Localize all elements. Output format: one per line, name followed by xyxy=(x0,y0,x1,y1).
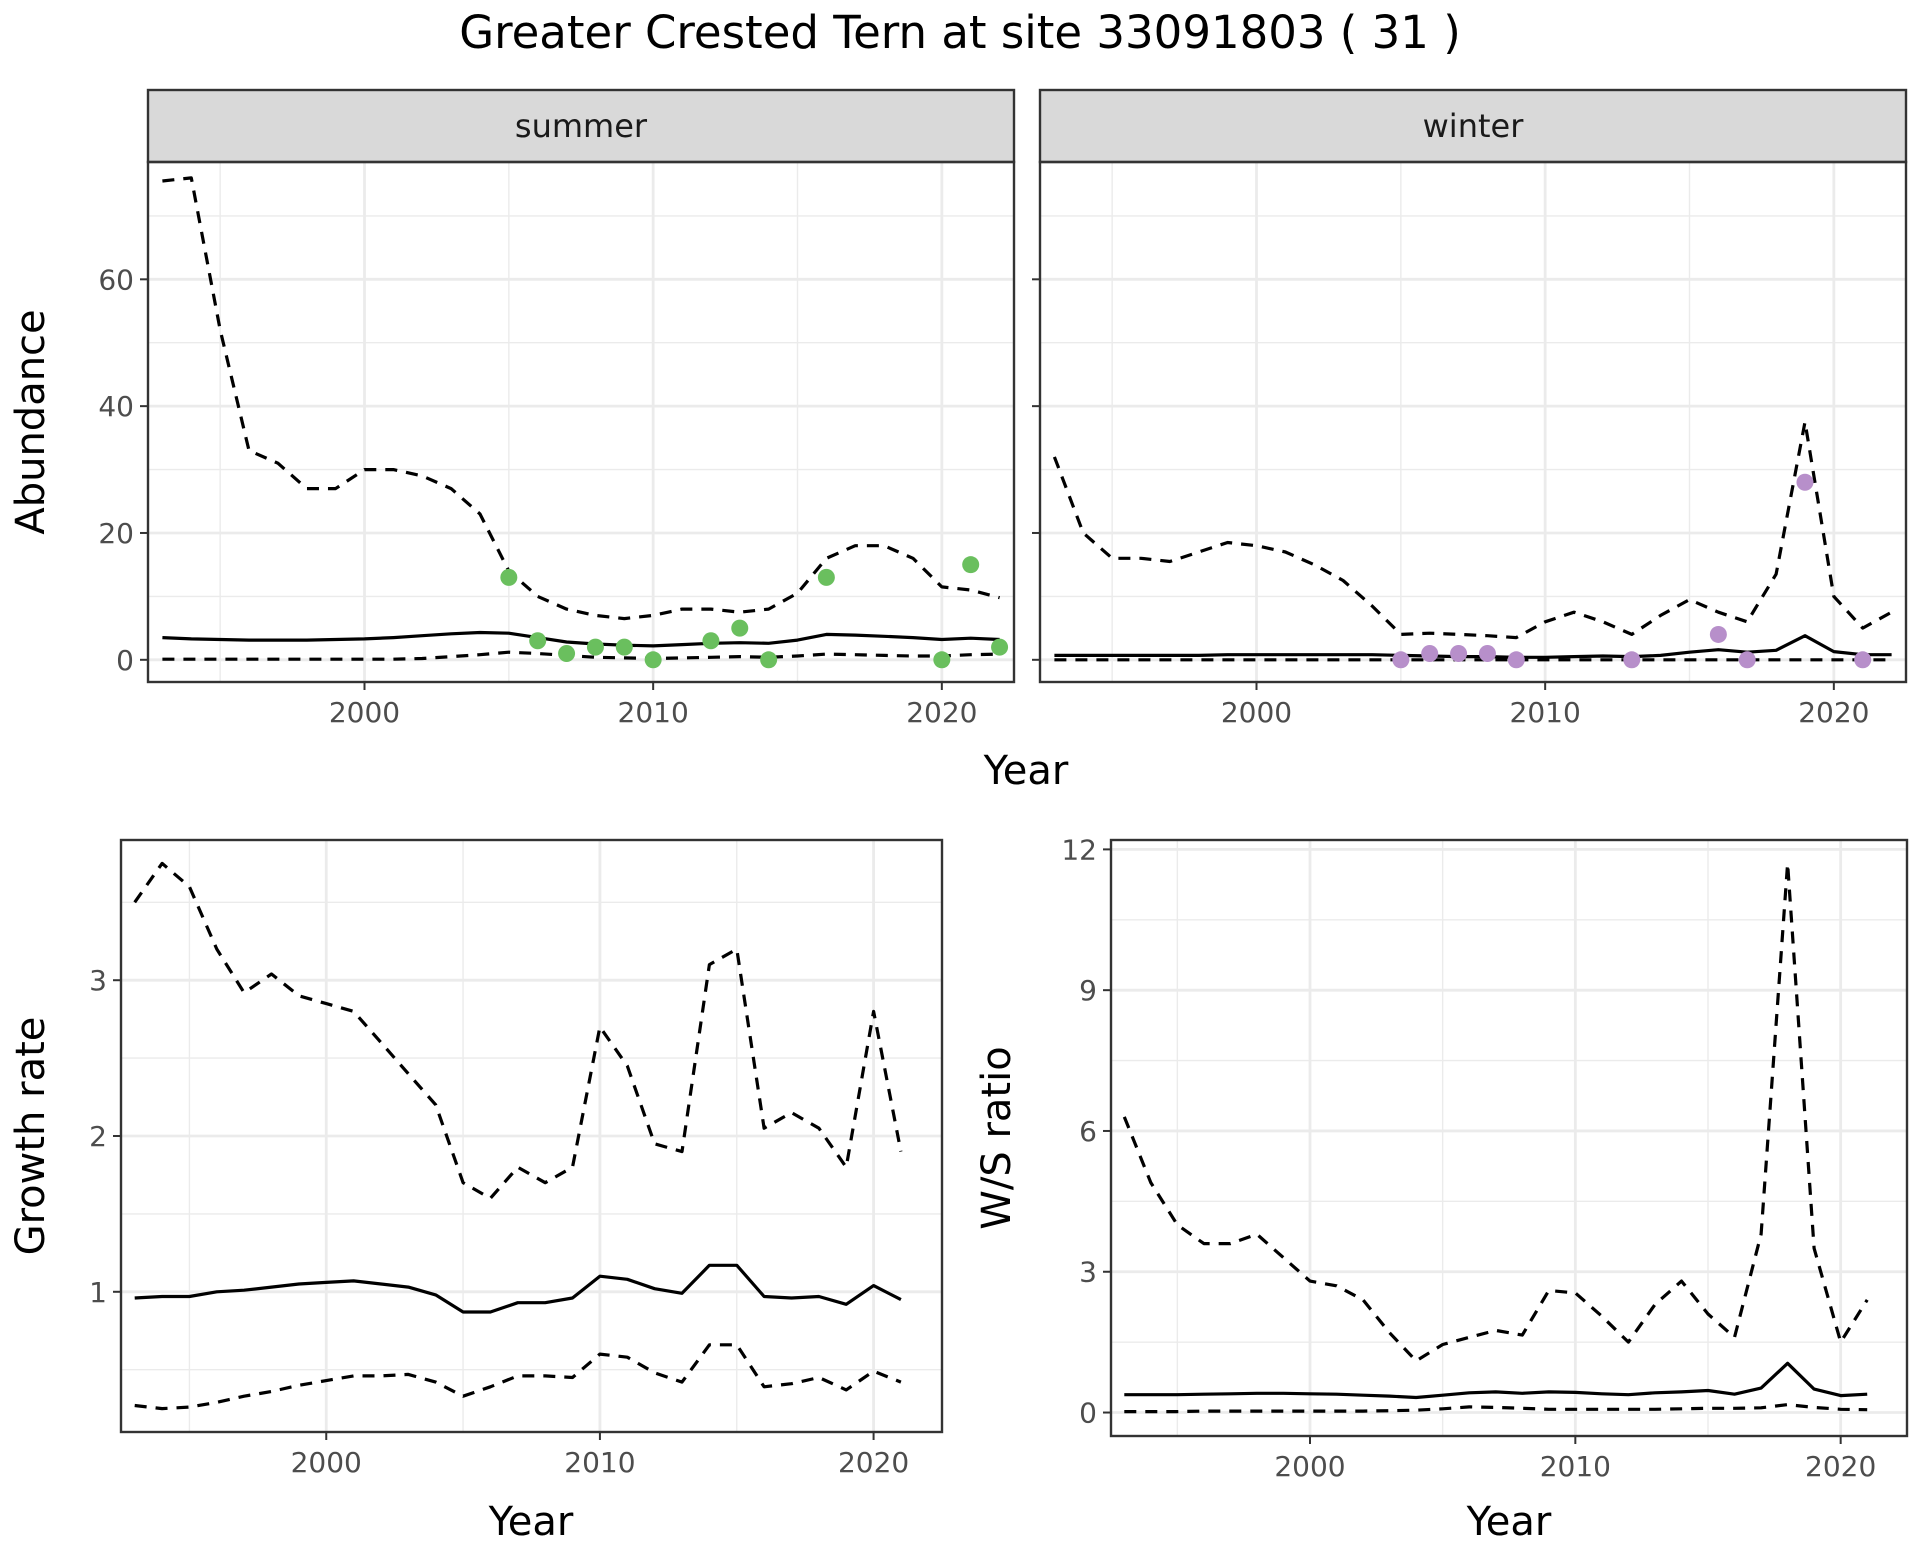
ws_ratio-panel: 2000 2010 2020 0 3 6 9 12 W/S ratio Year xyxy=(974,833,1909,1545)
ws_ratio-y-tick-label: 12 xyxy=(1061,833,1097,866)
abundance-summer-point xyxy=(586,638,604,656)
ws_ratio-y-tick-label: 6 xyxy=(1079,1115,1097,1148)
growth-x-axis-title: Year xyxy=(488,1499,574,1545)
abundance-winter-point xyxy=(1421,644,1439,662)
facet-strip-label: winter xyxy=(1423,107,1525,145)
ws_ratio-y-tick-label: 3 xyxy=(1079,1256,1097,1289)
growth-x-tick-label: 2000 xyxy=(291,1446,362,1479)
abundance-summer-point xyxy=(817,568,835,586)
abundance-summer-mean-line xyxy=(162,630,1000,648)
abundance-summer-point xyxy=(702,632,720,650)
abundance-summer-x-tick-label: 2010 xyxy=(618,696,689,729)
ws_ratio-y-tick-label: 9 xyxy=(1079,974,1097,1007)
ws_ratio-x-tick-label: 2020 xyxy=(1805,1450,1876,1483)
facet-strip-label: summer xyxy=(515,107,648,145)
abundance-winter-x-tick-label: 2010 xyxy=(1510,696,1581,729)
abundance-summer-point xyxy=(760,651,778,669)
abundance-summer-y-tick-label: 60 xyxy=(98,263,134,296)
facet-strip xyxy=(146,88,1016,164)
abundance-winter-point xyxy=(1709,625,1727,643)
ws_ratio-x-axis-title: Year xyxy=(1466,1499,1552,1545)
growth-lower-line xyxy=(134,1343,902,1411)
abundance-winter-point xyxy=(1478,644,1496,662)
abundance-summer-point xyxy=(500,568,518,586)
ws_ratio-panel-background xyxy=(1111,840,1907,1436)
ws_ratio-border xyxy=(1109,838,1909,1438)
abundance-summer-y-tick-label: 40 xyxy=(98,390,134,423)
abundance-summer-point xyxy=(731,619,749,637)
growth-y-tick-label: 1 xyxy=(89,1276,107,1309)
abundance-winter-point xyxy=(1623,651,1641,669)
growth-x-tick-label: 2020 xyxy=(838,1446,909,1479)
growth-x-tick-label: 2010 xyxy=(564,1446,635,1479)
abundance-winter-point xyxy=(1738,651,1756,669)
abundance-summer-x-tick-label: 2000 xyxy=(329,696,400,729)
ws_ratio-y-axis-title: W/S ratio xyxy=(974,1046,1020,1229)
abundance-summer-lower-line xyxy=(162,650,1000,661)
abundance-winter-point xyxy=(1796,473,1814,491)
abundance-winter-point xyxy=(1450,644,1468,662)
figure-title: Greater Crested Tern at site 33091803 ( … xyxy=(459,6,1461,59)
abundance-summer-point xyxy=(933,651,951,669)
abundance-summer-border xyxy=(146,160,1016,684)
abundance-summer-point xyxy=(615,638,633,656)
abundance-winter-point xyxy=(1507,651,1525,669)
growth-y-tick-label: 3 xyxy=(89,964,107,997)
abundance-summer-point xyxy=(558,644,576,662)
abundance-summer-point xyxy=(644,651,662,669)
abundance-summer-x-tick-label: 2020 xyxy=(906,696,977,729)
abundance-winter-x-tick-label: 2000 xyxy=(1221,696,1292,729)
abundance-winter-mean-line xyxy=(1054,634,1892,659)
abundance-winter-x-tick-label: 2020 xyxy=(1798,696,1869,729)
abundance-panel-winter: winter 2000 2010 2020 xyxy=(1032,88,1908,729)
growth-y-tick-label: 2 xyxy=(89,1120,107,1153)
abundance-panel-background xyxy=(148,162,1014,682)
growth-y-axis-title: Growth rate xyxy=(8,1017,54,1256)
abundance-winter-point xyxy=(1392,651,1410,669)
ws_ratio-lower-line xyxy=(1124,1403,1868,1414)
growth-mean-line xyxy=(134,1263,902,1314)
abundance-summer-y-tick-label: 20 xyxy=(98,517,134,550)
abundance-summer-point xyxy=(529,632,547,650)
abundance-summer-point xyxy=(962,556,980,574)
abundance-winter-upper-line xyxy=(1052,420,1893,640)
abundance-x-axis-title: Year xyxy=(983,748,1069,794)
facet-strip xyxy=(1038,88,1908,164)
growth-panel: 2000 2010 2020 1 2 3 Growth rate Year xyxy=(8,838,944,1545)
abundance-panel-background xyxy=(1040,162,1906,682)
abundance-panel-summer: summer 2000 2010 2020 0 20 40 60 xyxy=(98,88,1016,729)
ws_ratio-mean-line xyxy=(1124,1361,1868,1400)
abundance-winter-border xyxy=(1038,160,1908,684)
ws_ratio-y-tick-label: 0 xyxy=(1079,1397,1097,1430)
abundance-y-axis-title: Abundance xyxy=(8,309,54,534)
abundance-summer-y-tick-label: 0 xyxy=(116,644,134,677)
ws_ratio-upper-line xyxy=(1122,861,1869,1363)
ws_ratio-x-tick-label: 2010 xyxy=(1540,1450,1611,1483)
abundance-summer-upper-line xyxy=(162,176,1001,621)
abundance-winter-point xyxy=(1854,651,1872,669)
abundance-summer-point xyxy=(991,638,1009,656)
ws_ratio-x-tick-label: 2000 xyxy=(1274,1450,1345,1483)
